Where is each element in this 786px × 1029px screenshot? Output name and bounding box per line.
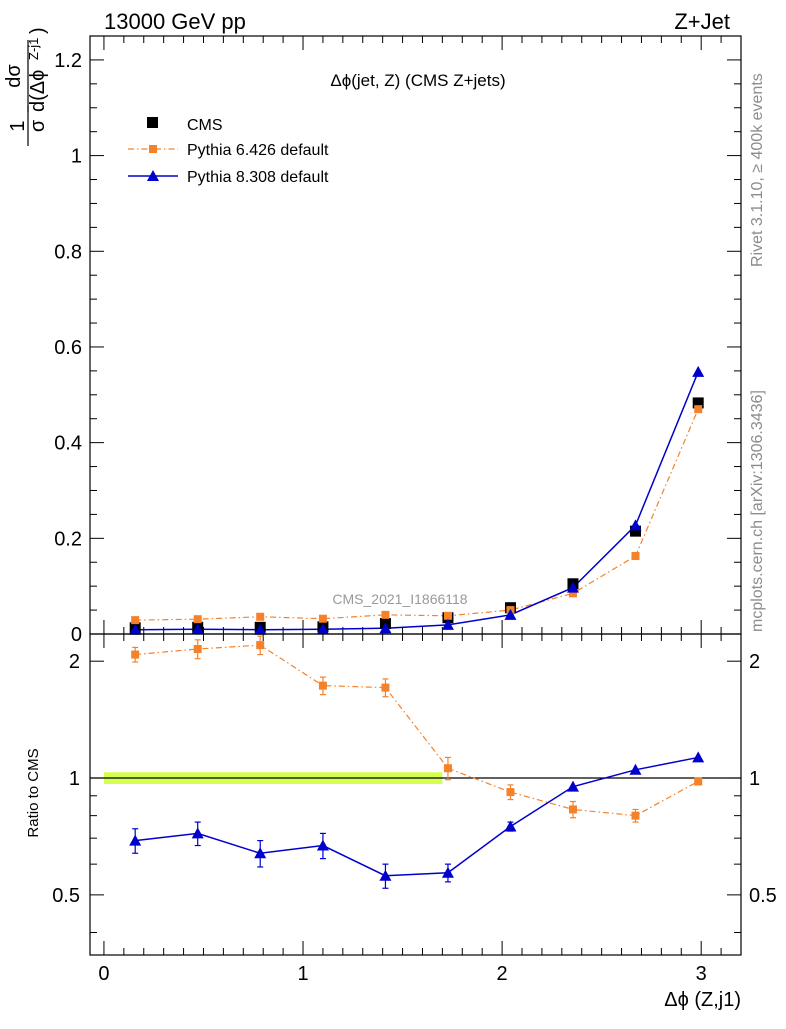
pythia8-point	[129, 623, 142, 635]
y-tick-label: 0.4	[54, 433, 82, 455]
y-tick-label: 0.2	[54, 528, 82, 550]
source-label: mcplots.cern.ch [arXiv:1306.3436]	[749, 390, 766, 632]
ratio-pythia8-point	[566, 780, 579, 792]
x-axis-label: Δϕ (Z,j1)	[664, 989, 741, 1011]
ratio-y-tick-label-right: 2	[749, 651, 760, 673]
ratio-y-tick-label: 2	[69, 651, 80, 673]
ratio-pythia6-point	[631, 811, 640, 820]
x-tick-label: 0	[98, 963, 109, 985]
pythia8-point	[379, 622, 392, 634]
ylabel-deriv-sup: Z-j1	[26, 38, 41, 60]
ratio-pythia8-point	[254, 847, 267, 859]
y-tick-label: 0.6	[54, 337, 82, 359]
ratio-pythia8-point	[692, 751, 705, 763]
pythia8-point	[441, 618, 454, 630]
main-series	[129, 365, 705, 635]
ratio-pythia8-point	[129, 834, 142, 846]
process-label: Z+Jet	[674, 9, 730, 34]
ratio-band	[90, 772, 741, 785]
ylabel-deriv-den: d(Δϕ	[27, 70, 49, 112]
ratio-pythia6-line	[135, 644, 699, 817]
ratio-pythia8-point	[504, 820, 517, 832]
x-ticklabels: 0 1 2 3	[98, 963, 706, 985]
ratio-pythia8-point	[441, 866, 454, 878]
pythia6-point	[256, 612, 265, 621]
x-tick-label: 1	[297, 963, 308, 985]
ratio-y-tick-label: 0.5	[52, 885, 80, 907]
plot-title: Δϕ(jet, Z) (CMS Z+jets)	[330, 71, 505, 90]
ratio-frame	[89, 633, 742, 956]
pythia8-line	[135, 371, 699, 631]
legend-marker-pythia8	[147, 170, 159, 181]
pythia8-point	[254, 623, 267, 635]
x-tick-label: 2	[497, 963, 508, 985]
rivet-label: Rivet 3.1.10, ≥ 400k events	[749, 73, 766, 267]
ratio-pythia6-point	[256, 641, 265, 650]
ratio-y-tick-label-right: 1	[749, 768, 760, 790]
ratio-pythia6-point	[381, 683, 390, 692]
pythia8-point	[191, 623, 204, 635]
legend-marker-pythia6	[149, 145, 157, 153]
pythia8-point	[566, 581, 579, 593]
pythia6-point	[381, 610, 390, 619]
ratio-ticks: 0.5 0.5 1 1 2 2	[52, 634, 777, 955]
pythia6-point	[631, 552, 640, 561]
ratio-ylabel: Ratio to CMS	[25, 748, 42, 837]
pythia6-point	[568, 589, 577, 598]
ratio-pythia6-point	[193, 644, 202, 653]
pythia6-point	[694, 405, 703, 414]
pythia8-point	[629, 519, 642, 531]
ratio-pythia6-point	[694, 777, 703, 786]
cms-point	[629, 525, 641, 537]
y-tick-label: 0	[71, 624, 82, 646]
ratio-pythia8-point	[629, 763, 642, 775]
y-tick-label: 1	[71, 146, 82, 168]
pythia6-line	[135, 408, 699, 621]
pythia6-point	[131, 616, 140, 625]
cms-point	[692, 397, 704, 409]
main-ylabel: 1 σ dσ d(Δϕ Z-j1 )	[3, 27, 49, 146]
x-tick-label: 3	[696, 963, 707, 985]
ratio-pythia8-point	[379, 869, 392, 881]
ratio-pythia6-point	[506, 788, 515, 797]
ratio-pythia8-point	[316, 839, 329, 851]
legend-label-pythia8: Pythia 8.308 default	[187, 169, 329, 186]
legend: CMS Pythia 6.426 default Pythia 8.308 de…	[128, 117, 329, 186]
ratio-pythia8-line	[135, 756, 699, 877]
legend-label-cms: CMS	[187, 117, 223, 134]
main-panel: 0 0.2 0.4 0.6 0.8 1 1.2 Δϕ(jet, Z) (CMS Z+jets…	[3, 27, 742, 646]
energy-label: 13000 GeV pp	[104, 9, 246, 34]
legend-label-pythia6: Pythia 6.426 default	[187, 142, 329, 159]
ratio-series	[129, 635, 705, 889]
ratio-pythia6-point	[568, 805, 577, 814]
ratio-y-tick-label: 1	[69, 768, 80, 790]
ylabel-frac-den: σ	[27, 119, 49, 132]
pythia8-point	[504, 608, 517, 620]
watermark: CMS_2021_I1866118	[332, 591, 467, 607]
ratio-panel: 0.5 0.5 1 1 2 2 Ratio to CMS	[25, 633, 777, 956]
ratio-y-tick-label-right: 0.5	[749, 885, 777, 907]
pythia6-point	[318, 614, 327, 623]
ratio-axes-box	[89, 633, 742, 956]
main-ticks: 0 0.2 0.4 0.6 0.8 1 1.2	[54, 35, 741, 646]
pythia8-point	[692, 365, 705, 377]
ratio-pythia6-point	[131, 650, 140, 659]
ylabel-frac-num: 1	[7, 120, 29, 131]
ratio-pythia6-point	[443, 764, 452, 773]
pythia6-point	[193, 615, 202, 624]
ratio-pythia6-point	[318, 681, 327, 690]
pythia8-point	[316, 623, 329, 635]
ylabel-deriv-num: dσ	[3, 64, 25, 88]
legend-marker-cms	[147, 117, 158, 128]
ylabel-deriv-close: )	[27, 27, 49, 34]
pythia6-point	[443, 611, 452, 620]
ratio-pythia8-point	[191, 827, 204, 839]
y-tick-label: 0.8	[54, 241, 82, 263]
y-tick-label: 1.2	[54, 50, 82, 72]
